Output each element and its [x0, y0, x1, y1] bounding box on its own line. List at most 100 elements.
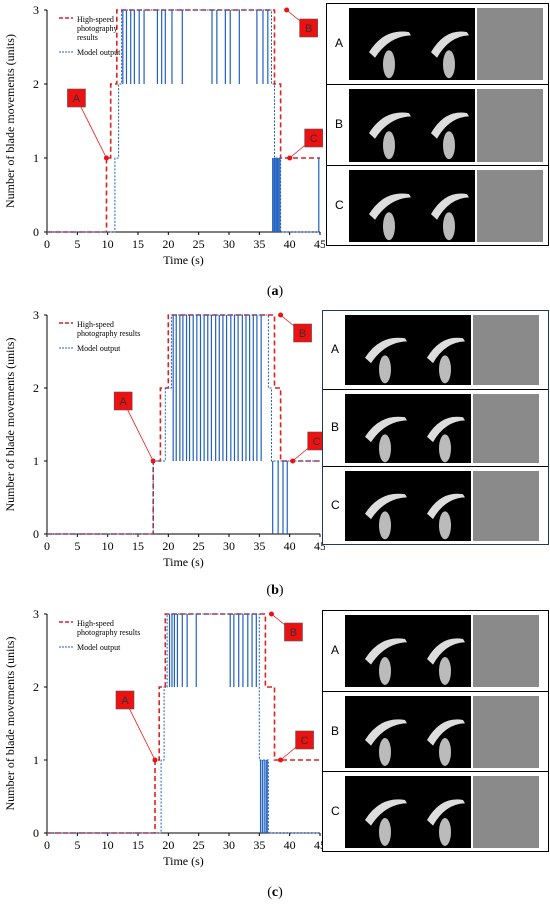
image-panel-b: A B C — [322, 310, 549, 545]
y-tick-label: 3 — [33, 308, 39, 322]
difference-image-thumbnail — [477, 8, 543, 81]
annotation-point — [278, 312, 284, 318]
x-axis-label: Time (s) — [163, 253, 204, 267]
legend-photography-label: photography results — [77, 628, 140, 637]
legend-model-label: Model output — [77, 48, 121, 57]
blade-silhouette-icon — [365, 638, 465, 685]
series-model-line — [47, 314, 320, 535]
y-axis-label: Number of blade movements (units) — [3, 34, 17, 208]
annotation-point — [287, 155, 293, 161]
caption-a: (a) — [266, 284, 284, 299]
image-row-label: B — [331, 724, 340, 738]
y-tick-label: 1 — [33, 454, 39, 468]
annotation-box — [304, 128, 323, 148]
annotation-point — [150, 458, 156, 464]
annotation-point — [290, 458, 296, 464]
annotation-box — [295, 730, 314, 750]
x-tick-label: 0 — [44, 838, 50, 852]
difference-image-thumbnail — [477, 89, 543, 162]
annotation-box — [67, 88, 86, 108]
y-tick-label: 2 — [33, 77, 39, 91]
image-row-label: C — [331, 498, 340, 513]
annotation-point — [268, 611, 274, 617]
blade-silhouette-icon — [365, 799, 465, 846]
x-axis-label: Time (s) — [163, 555, 204, 569]
image-row-c: C — [327, 164, 548, 246]
x-tick-label: 5 — [74, 838, 80, 852]
blade-silhouette-icon — [369, 193, 469, 240]
image-row-label: B — [335, 117, 344, 132]
annotation-box — [115, 690, 135, 710]
blade-photo-thumbnail — [349, 89, 475, 162]
x-tick-label: 30 — [223, 237, 235, 251]
y-axis-label: Number of blade movements (units) — [3, 338, 17, 512]
y-tick-label: 3 — [33, 3, 39, 17]
annotation-label: C — [310, 133, 318, 145]
image-row-label: C — [335, 197, 344, 212]
series-photography-line — [47, 314, 320, 535]
legend-photography-label: High-speed — [77, 320, 114, 329]
x-tick-label: 40 — [284, 838, 296, 852]
x-tick-label: 30 — [223, 539, 235, 553]
image-row-label: A — [335, 36, 344, 51]
x-tick-label: 10 — [102, 237, 114, 251]
x-tick-label: 20 — [162, 539, 174, 553]
blade-silhouette-icon — [365, 719, 465, 766]
image-row-b: B — [323, 691, 548, 772]
x-tick-label: 45 — [314, 539, 325, 553]
chart-a: 0 5 10 15 20 25 30 35 40 45 0 1 2 3 Time (s) Number of … — [3, 3, 325, 267]
x-tick-label: 15 — [132, 237, 144, 251]
x-tick-label: 5 — [74, 539, 80, 553]
blade-silhouette-icon — [369, 31, 469, 79]
x-tick-label: 25 — [193, 539, 205, 553]
legend-model-label: Model output — [77, 643, 121, 652]
annotation-label: C — [313, 436, 321, 448]
x-tick-label: 25 — [193, 838, 205, 852]
difference-image-thumbnail — [473, 393, 539, 464]
x-tick-label: 35 — [253, 237, 265, 251]
image-row-b: B — [327, 84, 548, 165]
x-tick-label: 0 — [44, 539, 50, 553]
blade-silhouette-icon — [365, 416, 465, 463]
annotation-point — [278, 757, 284, 763]
blade-photo-thumbnail — [345, 696, 471, 768]
image-row-label: A — [331, 341, 340, 356]
y-tick-label: 2 — [33, 680, 39, 694]
caption-b: (b) — [266, 583, 284, 598]
legend-photography-label: photography results — [77, 329, 140, 338]
blade-photo-thumbnail — [345, 776, 471, 848]
difference-image-thumbnail — [473, 615, 539, 687]
image-row-a: A — [323, 611, 548, 691]
image-row-c: C — [323, 466, 548, 545]
annotation-box — [284, 622, 303, 642]
annotation-label: B — [290, 627, 297, 639]
legend-photography-label: High-speed — [77, 619, 114, 628]
x-tick-label: 5 — [74, 237, 80, 251]
y-tick-label: 1 — [33, 753, 39, 767]
chart-b: 0 5 10 15 20 25 30 35 40 45 0 1 2 3 Time (s) Number of … — [3, 308, 325, 569]
y-tick-label: 3 — [33, 607, 39, 621]
image-row-a: A — [323, 311, 548, 389]
annotation-leader — [122, 400, 154, 462]
annotation-box — [307, 431, 325, 451]
blade-silhouette-icon — [365, 337, 465, 384]
difference-image-thumbnail — [473, 471, 539, 541]
annotation-point — [103, 155, 109, 161]
y-tick-label: 2 — [33, 381, 39, 395]
blade-photo-thumbnail — [345, 615, 471, 687]
blade-photo-thumbnail — [345, 393, 471, 464]
x-tick-label: 30 — [223, 838, 235, 852]
x-tick-label: 25 — [193, 237, 205, 251]
x-tick-label: 10 — [102, 539, 114, 553]
y-axis-label: Number of blade movements (units) — [3, 637, 17, 811]
blade-photo-thumbnail — [349, 8, 475, 81]
image-row-a: A — [327, 4, 548, 84]
annotation-label: A — [121, 695, 129, 707]
y-tick-label: 1 — [33, 151, 39, 165]
x-axis-label: Time (s) — [163, 854, 204, 868]
image-row-c: C — [323, 771, 548, 852]
x-tick-label: 45 — [314, 237, 325, 251]
blade-silhouette-icon — [365, 494, 465, 540]
x-tick-label: 35 — [253, 838, 265, 852]
chart-c: 0 5 10 15 20 25 30 35 40 45 0 1 2 3 Time (s) Number of … — [3, 607, 325, 868]
